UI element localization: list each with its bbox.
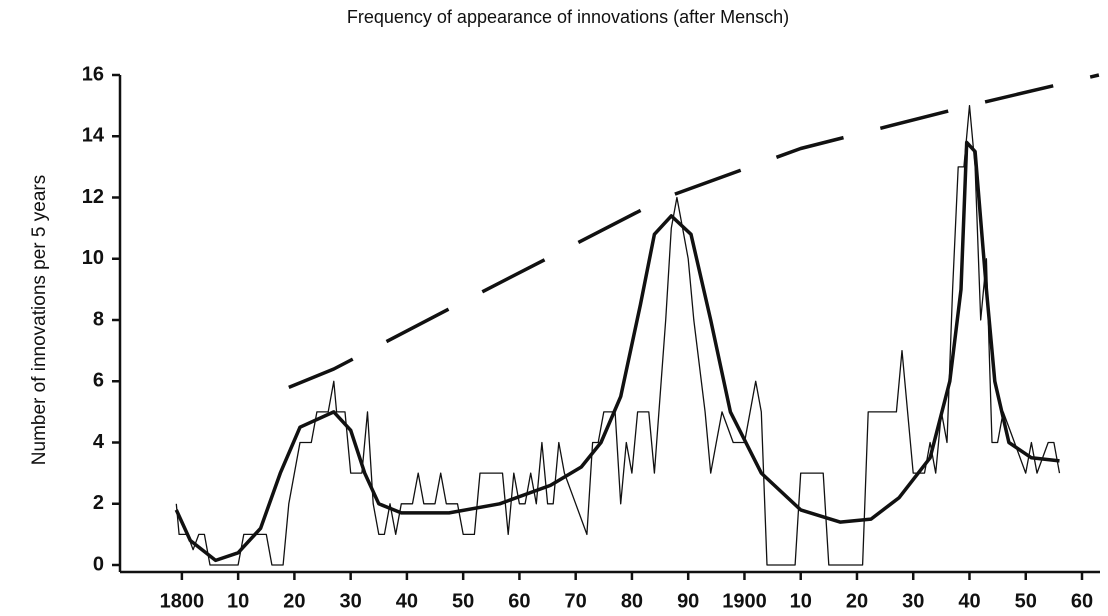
x-tick-label: 40 — [396, 590, 418, 612]
x-tick-label: 80 — [621, 590, 643, 612]
x-tick-label: 20 — [846, 590, 868, 612]
y-tick-label: 16 — [82, 63, 104, 85]
x-tick-label: 40 — [958, 590, 980, 612]
y-tick-label: 10 — [82, 247, 104, 269]
y-tick-label: 6 — [93, 370, 104, 392]
x-tick-label: 50 — [1015, 590, 1037, 612]
chart-title: Frequency of appearance of innovations (… — [347, 7, 789, 27]
x-tick-label: 20 — [283, 590, 305, 612]
y-tick-label: 14 — [82, 125, 105, 147]
x-tick-label: 1900 — [722, 590, 767, 612]
x-tick-label: 70 — [565, 590, 587, 612]
x-tick-label: 1800 — [160, 590, 205, 612]
series-line — [174, 140, 1060, 563]
y-tick-label: 8 — [93, 308, 104, 330]
y-tick-label: 4 — [93, 431, 105, 453]
y-tick-label: 2 — [93, 492, 104, 514]
x-tick-label: 10 — [227, 590, 249, 612]
series-line — [175, 104, 1061, 566]
x-tick-label: 30 — [902, 590, 924, 612]
x-tick-label: 50 — [452, 590, 474, 612]
series-line — [288, 73, 1100, 390]
y-tick-label: 12 — [82, 186, 104, 208]
x-tick-label: 60 — [1071, 590, 1093, 612]
x-tick-label: 10 — [790, 590, 812, 612]
x-tick-label: 60 — [508, 590, 530, 612]
y-tick-label: 0 — [93, 553, 104, 575]
y-axis-label: Number of innovations per 5 years — [29, 175, 50, 465]
x-tick-label: 90 — [677, 590, 699, 612]
x-tick-label: 30 — [340, 590, 362, 612]
